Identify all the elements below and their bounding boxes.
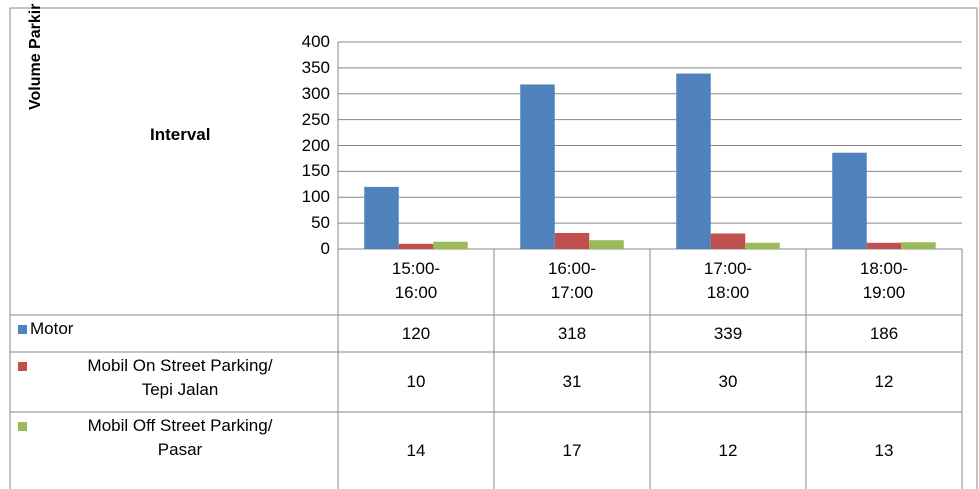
y-tick-label: 400 [301, 32, 330, 51]
legend-label: Mobil Off Street Parking/ Pasar [87, 416, 273, 459]
x-tick-label: 18:00- 19:00 [859, 259, 909, 302]
legend-label: Mobil On Street Parking/ Tepi Jalan [87, 356, 273, 399]
y-tick-label: 50 [311, 213, 330, 233]
table-value: 14 [406, 440, 426, 460]
bar [710, 233, 746, 249]
bar [398, 243, 434, 249]
bar [866, 242, 902, 249]
table-value: 30 [718, 372, 738, 391]
y-tick-label: 300 [301, 83, 330, 103]
legend-key [18, 325, 27, 334]
bar [589, 240, 624, 249]
bar [832, 152, 867, 249]
legend-key [18, 362, 27, 371]
y-axis-title: Volume Parkir [27, 3, 44, 110]
table-value: 31 [562, 372, 582, 391]
x-tick-label: 15:00- 16:00 [391, 259, 441, 302]
y-tick-label: 150 [301, 161, 330, 181]
bar [364, 186, 399, 249]
table-value: 12 [718, 440, 738, 460]
x-tick-label: 17:00- 18:00 [703, 259, 753, 302]
frame [9, 7, 978, 489]
y-tick-label: 250 [301, 109, 330, 129]
table-value: 10 [406, 372, 426, 391]
y-tick-label: 0 [320, 239, 330, 258]
y-tick-label: 200 [301, 135, 330, 155]
table-value: 17 [562, 440, 582, 460]
bar [745, 242, 780, 249]
x-tick-label: 16:00- 17:00 [547, 259, 597, 302]
table-value: 120 [401, 323, 431, 343]
y-tick-label: 100 [301, 187, 330, 207]
bar [554, 232, 590, 249]
table-value: 186 [869, 323, 899, 343]
bar [520, 84, 555, 249]
bar [676, 73, 711, 249]
legend-key [18, 422, 27, 431]
bar [901, 242, 936, 249]
legend-label: Motor [30, 319, 74, 338]
table-value: 13 [874, 440, 894, 460]
table-value: 12 [874, 372, 894, 391]
bar [433, 241, 468, 249]
table-value: 318 [557, 323, 587, 343]
y-tick-label: 350 [301, 57, 330, 77]
x-axis-title: Interval [150, 125, 211, 144]
table-value: 339 [713, 323, 743, 343]
